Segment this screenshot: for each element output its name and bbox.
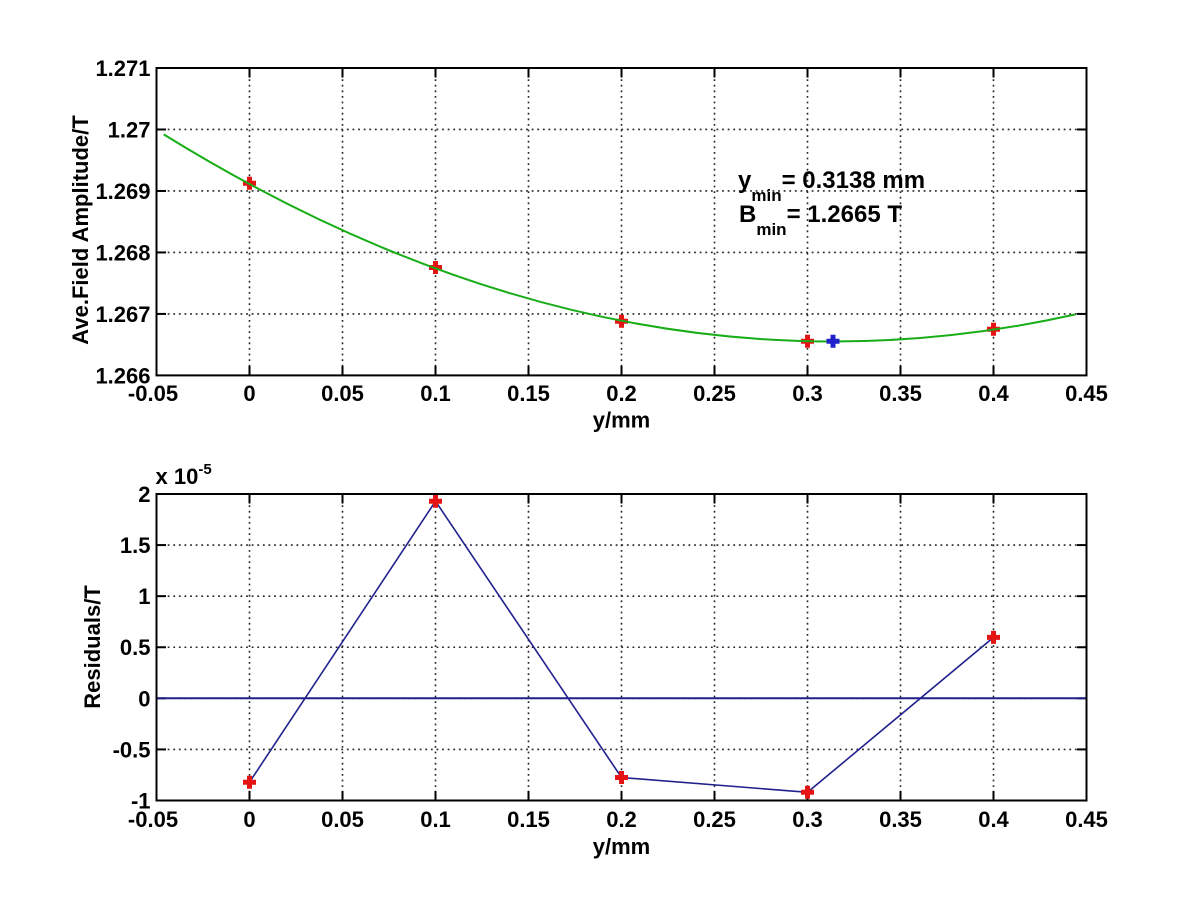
svg-text:x 10-5: x 10-5 [156,461,212,489]
svg-text:0.05: 0.05 [321,381,364,406]
svg-text:0.2: 0.2 [606,381,637,406]
svg-text:y/mm: y/mm [593,408,650,433]
svg-text:1.5: 1.5 [120,533,151,558]
svg-text:0: 0 [243,381,255,406]
svg-text:0.45: 0.45 [1065,381,1108,406]
svg-text:-1: -1 [131,789,151,814]
svg-text:0.3: 0.3 [792,807,823,832]
svg-text:Residuals/T: Residuals/T [80,585,105,709]
svg-text:0.2: 0.2 [606,807,637,832]
svg-text:0.35: 0.35 [879,381,922,406]
svg-text:0.15: 0.15 [507,807,550,832]
svg-text:1: 1 [138,584,150,609]
svg-text:0.15: 0.15 [507,381,550,406]
svg-text:-0.05: -0.05 [128,381,178,406]
svg-text:1.267: 1.267 [95,302,150,327]
svg-text:0.4: 0.4 [978,381,1009,406]
svg-text:0.45: 0.45 [1065,807,1108,832]
svg-text:1.266: 1.266 [95,363,150,388]
svg-text:0.05: 0.05 [321,807,364,832]
svg-text:1.27: 1.27 [108,118,151,143]
svg-text:0.5: 0.5 [120,635,151,660]
svg-text:0.25: 0.25 [693,807,736,832]
svg-text:-0.5: -0.5 [113,737,151,762]
svg-text:0: 0 [138,686,150,711]
svg-text:0.3: 0.3 [792,381,823,406]
svg-text:-0.05: -0.05 [128,807,178,832]
svg-text:2: 2 [138,482,150,507]
svg-text:0.4: 0.4 [978,807,1009,832]
svg-text:1.268: 1.268 [95,240,150,265]
svg-text:Ave.Field Amplitude/T: Ave.Field Amplitude/T [68,115,93,345]
svg-text:0.35: 0.35 [879,807,922,832]
svg-text:0.1: 0.1 [420,807,451,832]
svg-text:0.25: 0.25 [693,381,736,406]
svg-text:0: 0 [243,807,255,832]
svg-text:0.1: 0.1 [420,381,451,406]
svg-text:1.271: 1.271 [95,56,150,81]
svg-text:y/mm: y/mm [593,834,650,859]
svg-text:1.269: 1.269 [95,179,150,204]
